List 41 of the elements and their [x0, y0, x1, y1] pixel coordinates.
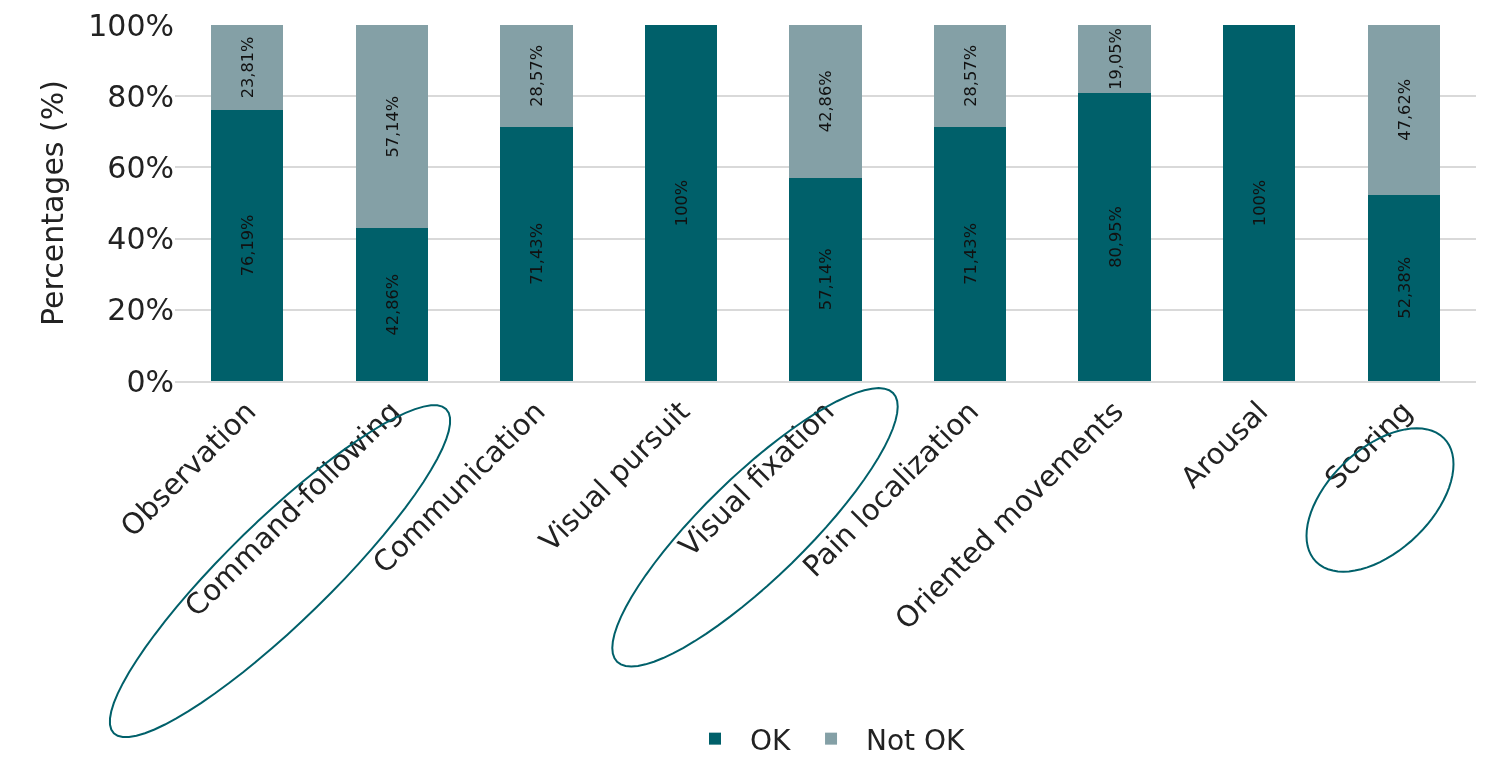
bar [211, 25, 284, 110]
data-label: 71,43% [527, 222, 547, 285]
data-label: 52,38% [1394, 256, 1414, 319]
data-label: 19,05% [1105, 28, 1125, 90]
y-tick-label: 40% [107, 221, 174, 257]
bar [355, 25, 428, 229]
y-axis-title: Percentages (%) [35, 80, 71, 326]
data-label: 28,57% [527, 44, 547, 107]
bar [789, 177, 862, 381]
data-label: 47,62% [1394, 78, 1414, 141]
data-label: 23,81% [238, 36, 258, 99]
bar [500, 126, 573, 381]
y-tick-label: 80% [107, 78, 174, 114]
legend-label: OK [750, 723, 792, 757]
bar [500, 25, 573, 127]
bar [1078, 25, 1151, 93]
y-tick-label: 60% [107, 149, 174, 185]
bar [1367, 194, 1440, 381]
bar [933, 25, 1007, 127]
data-label: 76,19% [238, 214, 258, 277]
bar [644, 25, 718, 381]
data-label: 57,14% [382, 95, 402, 158]
data-label: 71,43% [961, 222, 981, 285]
bar [789, 25, 862, 178]
legend-label: Not OK [866, 723, 966, 757]
data-label: 57,14% [816, 248, 836, 311]
bar [211, 109, 284, 381]
data-label: 28,57% [961, 44, 981, 107]
data-label: 100% [671, 179, 691, 227]
data-label: 80,95% [1105, 206, 1125, 268]
data-label: 100% [1250, 179, 1270, 227]
bar [1367, 25, 1440, 195]
bar [1078, 92, 1151, 381]
bar [355, 228, 428, 381]
bar [933, 126, 1007, 381]
data-label: 42,86% [816, 70, 836, 133]
bar [1223, 25, 1296, 381]
y-tick-label: 0% [126, 363, 174, 399]
y-tick-label: 20% [107, 292, 174, 328]
data-label: 42,86% [382, 273, 402, 336]
y-tick-label: 100% [88, 7, 174, 43]
